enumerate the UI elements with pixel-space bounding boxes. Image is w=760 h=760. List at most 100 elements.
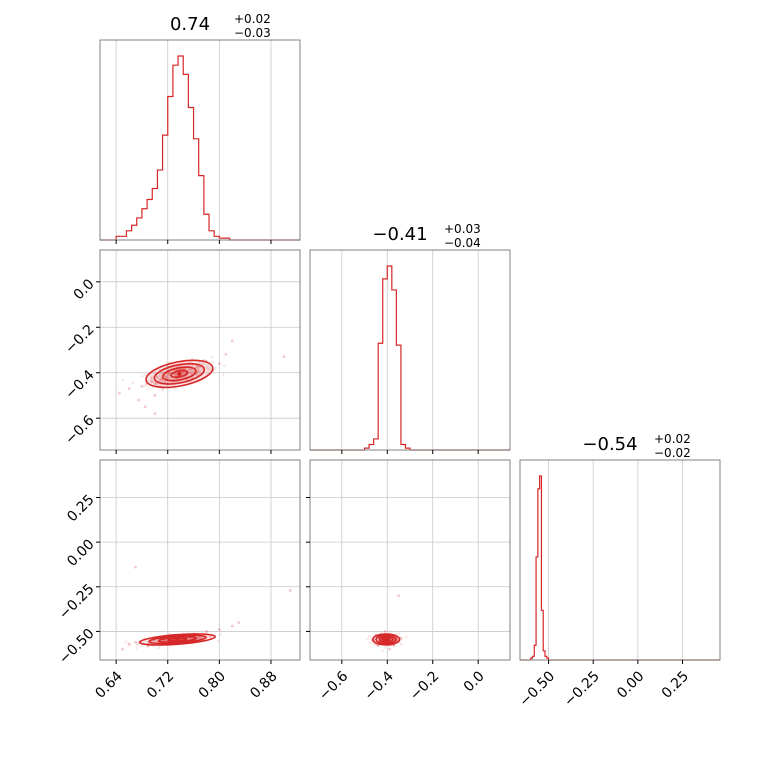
sample-point xyxy=(237,621,241,624)
sample-point xyxy=(202,362,205,366)
sample-point xyxy=(136,643,139,647)
sample-point xyxy=(383,630,387,633)
sample-point xyxy=(399,637,403,640)
sample-point xyxy=(121,378,125,382)
sample-point xyxy=(196,365,199,369)
panel-title: −0.54 xyxy=(582,434,637,455)
sample-point xyxy=(397,594,401,598)
sample-point xyxy=(198,636,201,639)
sample-point xyxy=(144,373,148,376)
median-value: −0.54 xyxy=(582,434,637,455)
sample-point xyxy=(189,371,193,375)
upper-error: +0.02 xyxy=(234,12,271,26)
sample-point xyxy=(174,372,178,375)
sample-point xyxy=(167,373,171,377)
sample-point xyxy=(191,376,195,379)
sample-point xyxy=(167,373,170,376)
scatter-panel-p1-p2: −0.6 −0.4 −0.2 0.0 xyxy=(306,459,511,704)
y-tick-label: −0.25 xyxy=(56,581,98,623)
sample-point xyxy=(168,371,172,374)
sample-point xyxy=(156,375,159,379)
sample-point xyxy=(157,646,161,650)
x-tick-label: −0.6 xyxy=(316,668,351,703)
panel-background xyxy=(100,460,300,660)
sample-point xyxy=(190,371,193,375)
lower-error: −0.04 xyxy=(444,236,481,250)
x-tick-label: −0.25 xyxy=(561,668,603,710)
sample-point xyxy=(230,339,234,343)
sample-point xyxy=(197,370,200,373)
histogram-panel-p1: −0.41 +0.03−0.04 xyxy=(309,222,511,454)
panel-background xyxy=(310,250,510,450)
sample-point xyxy=(217,628,221,632)
sample-point xyxy=(198,361,201,364)
sample-point xyxy=(181,370,184,374)
sample-point xyxy=(165,376,169,380)
sample-point xyxy=(140,384,144,388)
sample-point xyxy=(209,636,213,639)
panel-contents xyxy=(117,339,286,416)
sample-point xyxy=(174,372,177,376)
sample-point xyxy=(127,642,131,646)
histogram-step-line xyxy=(520,475,720,661)
sample-point xyxy=(161,388,164,392)
sample-point xyxy=(230,624,234,628)
sample-point xyxy=(195,366,199,370)
sample-point xyxy=(201,362,205,366)
panel-contents xyxy=(121,565,292,651)
histogram-panel-p2: −0.54 +0.02−0.02 −0.50 −0.25 0.00 0.25 xyxy=(517,432,721,710)
y-tick-label: 0.00 xyxy=(64,536,97,569)
sample-point xyxy=(167,371,171,375)
sample-point xyxy=(164,375,168,378)
sample-point xyxy=(117,391,121,395)
sample-point xyxy=(196,637,200,640)
sample-point xyxy=(196,373,199,377)
panel-frame xyxy=(99,459,301,661)
x-tick-label: 0.72 xyxy=(144,668,177,701)
sample-point xyxy=(150,380,154,384)
y-tick-label: −0.6 xyxy=(62,412,97,447)
sample-point xyxy=(368,635,371,638)
sample-point xyxy=(222,364,226,367)
sample-point xyxy=(141,374,144,378)
sample-point xyxy=(175,373,178,377)
sample-point xyxy=(154,382,158,385)
x-tick-label: 0.0 xyxy=(461,668,488,695)
sample-point xyxy=(145,383,148,387)
sample-point xyxy=(142,384,146,388)
sample-point xyxy=(135,641,139,645)
y-tick-label: 0.0 xyxy=(71,276,98,303)
sample-point xyxy=(187,369,191,372)
x-tick-label: 0.80 xyxy=(196,668,229,701)
lower-error: −0.02 xyxy=(654,446,691,460)
upper-error: +0.03 xyxy=(444,222,481,236)
sample-point xyxy=(189,637,193,640)
sample-point xyxy=(143,405,147,409)
panel-frame xyxy=(309,249,511,451)
sample-point xyxy=(206,364,210,368)
panel-background xyxy=(310,460,510,660)
y-tick-label: −0.4 xyxy=(62,367,97,402)
sample-point xyxy=(207,368,210,372)
sample-point xyxy=(158,383,162,387)
sample-point xyxy=(399,636,403,640)
sample-point xyxy=(155,376,159,379)
sample-point xyxy=(197,368,200,372)
x-tick-label: 0.00 xyxy=(614,668,647,701)
sample-point xyxy=(208,367,212,370)
sample-point xyxy=(198,369,201,373)
sample-point xyxy=(388,647,391,651)
sample-point xyxy=(199,636,202,640)
sample-point xyxy=(204,365,208,368)
scatter-panel-p0-p2: 0.64 0.72 0.80 0.88 −0.50−0.25 0.00 0.25 xyxy=(56,459,301,702)
x-tick-label: −0.2 xyxy=(407,668,442,703)
sample-point xyxy=(150,377,153,380)
sample-point xyxy=(137,398,141,402)
sample-point xyxy=(152,382,156,385)
panel-title: 0.74 xyxy=(170,14,210,35)
sample-point xyxy=(153,382,157,385)
density-peak xyxy=(175,637,180,642)
sample-point xyxy=(181,371,185,374)
sample-point xyxy=(168,632,171,635)
